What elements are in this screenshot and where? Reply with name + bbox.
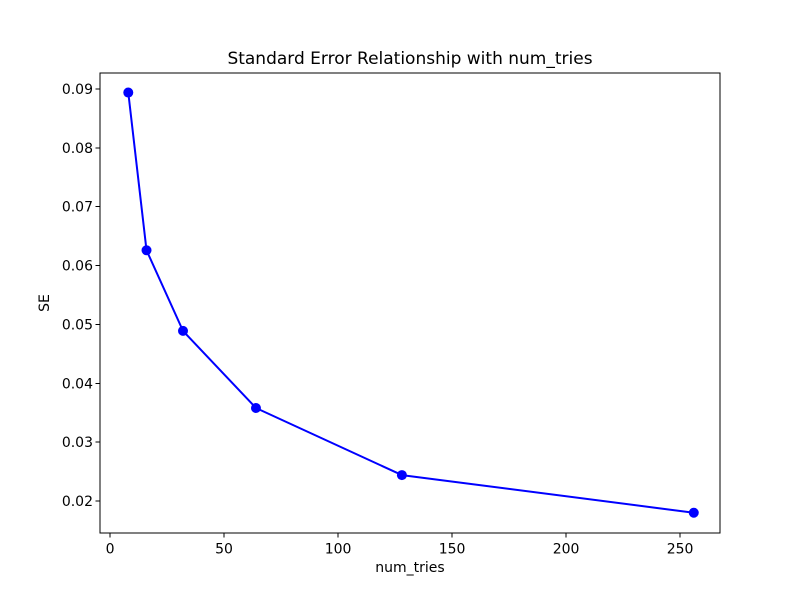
x-tick-label: 50 [215,542,233,558]
data-point [250,402,261,413]
x-tick-label: 0 [106,542,115,558]
x-tick-label: 100 [325,542,352,558]
plot-frame [99,72,721,534]
data-layer [123,87,699,518]
chart-title: Standard Error Relationship with num_tri… [227,49,592,69]
data-line [127,91,695,514]
x-tick-label: 200 [553,542,580,558]
data-point [141,245,152,256]
y-tick-label: 0.02 [62,494,93,510]
y-tick-label: 0.05 [62,317,93,333]
data-point [688,507,699,518]
data-point [396,470,407,481]
y-tick-label: 0.04 [62,376,93,392]
x-axis-label: num_tries [375,560,444,576]
data-point [178,325,189,336]
y-tick-label: 0.03 [62,435,93,451]
y-tick-label: 0.06 [62,259,93,275]
data-point [123,87,134,98]
y-tick-label: 0.08 [62,141,93,157]
y-tick-label: 0.09 [62,82,93,98]
x-tick-label: 250 [667,542,694,558]
y-tick-label: 0.07 [62,200,93,216]
plot-area [100,73,720,533]
axis-layer: 0 50 100 150 200 250 0.02 0.03 0.04 0.05 0.06 0.07 0… [62,82,694,557]
y-axis-label: SE [37,294,53,312]
x-tick-label: 150 [439,542,466,558]
